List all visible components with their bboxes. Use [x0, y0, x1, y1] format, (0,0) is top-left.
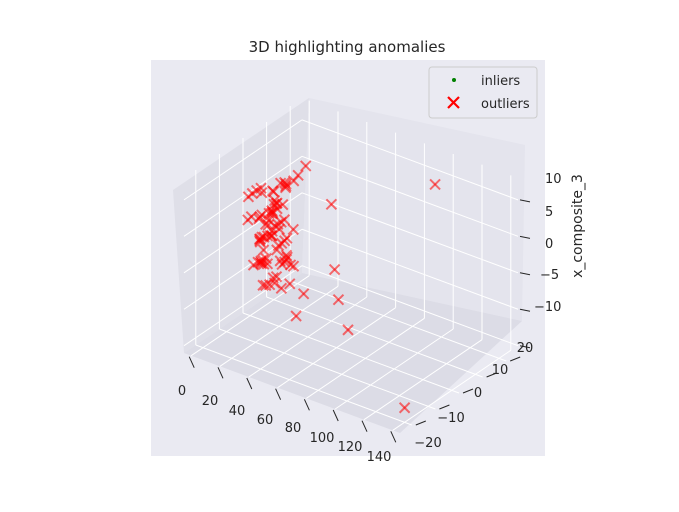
y-tick-label: 20 [517, 341, 534, 356]
x-tick-mark [332, 409, 339, 422]
legend-marker-inliers [452, 78, 456, 82]
x-tick-label: 100 [310, 431, 335, 446]
y-tick-labels: 20 10 0 −10 −20 [414, 341, 533, 451]
x-tick-mark [275, 388, 282, 400]
y-tick-label: −20 [414, 436, 441, 451]
x-tick-mark [217, 367, 224, 379]
outlier-point [287, 223, 299, 236]
pane-floor [184, 273, 522, 433]
y-gridline [266, 296, 483, 378]
outlier-point [398, 402, 411, 414]
z-tick-mark [519, 199, 531, 203]
y-tick-label: −10 [437, 411, 464, 426]
x-tick-mark [246, 377, 253, 390]
z-tick-mark [519, 345, 531, 349]
z-tick-label: 5 [545, 205, 553, 220]
chart-title: 3D highlighting anomalies [249, 38, 446, 56]
legend-marker-outliers [447, 96, 460, 109]
y-gridline [242, 312, 460, 394]
y-tick-mark [486, 372, 497, 378]
legend-label-outliers: outliers [481, 97, 530, 112]
x-tick-label: 140 [367, 450, 392, 465]
outlier-point [256, 209, 268, 221]
outlier-point [271, 244, 283, 256]
outlier-point [290, 310, 302, 322]
outlier-point [267, 208, 279, 220]
y-tick-mark [415, 420, 426, 426]
x-tick-mark [188, 356, 195, 368]
y-tick-mark [510, 356, 521, 362]
z-gridline [301, 265, 519, 347]
y-tick-label: 10 [492, 363, 509, 378]
x-tick-mark [390, 431, 397, 443]
z-gridline [301, 119, 519, 201]
outlier-point [284, 259, 297, 271]
outlier-point [260, 279, 272, 292]
z-axis-label: x_composite_3 [570, 174, 586, 278]
x-tick-label: 120 [338, 440, 363, 455]
z-gridline [183, 119, 303, 201]
z-tick-label: −10 [534, 300, 561, 315]
y-tick-mark [439, 404, 450, 410]
z-tick-mark [519, 235, 531, 239]
y-gridline [290, 280, 507, 362]
outlier-point [284, 278, 296, 290]
outlier-point [257, 279, 269, 291]
x-tick-labels: 0 20 40 60 80 100 120 140 [178, 384, 392, 465]
outlier-point [287, 260, 300, 272]
x-tick-label: 40 [229, 404, 246, 419]
z-gridline [183, 265, 303, 347]
outlier-point [265, 230, 278, 242]
y-gridline [219, 328, 436, 410]
outlier-point [342, 324, 354, 336]
z-gridline [183, 155, 303, 237]
gridlines [183, 100, 519, 431]
outlier-point [266, 206, 279, 218]
outlier-point [245, 210, 258, 223]
z-tick-mark [519, 308, 531, 312]
legend-label-inliers: inliers [481, 74, 520, 89]
outlier-point [332, 293, 345, 306]
z-gridline [301, 228, 519, 310]
pane-back [302, 98, 525, 321]
outlier-point [274, 255, 286, 267]
outlier-point [325, 198, 338, 211]
z-tick-labels: 10 5 0 −5 −10 [534, 172, 562, 315]
outlier-point [275, 282, 288, 294]
y-tick-label: 0 [474, 386, 482, 401]
x-tick-mark [303, 399, 310, 411]
legend: inliers outliers [428, 66, 538, 119]
z-tick-mark [519, 272, 531, 276]
y-gridline [195, 344, 412, 426]
outlier-point [257, 244, 270, 256]
outlier-point [255, 182, 267, 194]
outlier-point [429, 178, 441, 191]
z-gridline [301, 192, 519, 274]
x-tick-label: 60 [257, 413, 274, 428]
outlier-point [256, 231, 268, 243]
outlier-point [268, 194, 281, 207]
outlier-point [255, 255, 267, 267]
z-gridline [301, 155, 519, 237]
x-tick-label: 20 [202, 394, 219, 409]
scatter-points [242, 160, 441, 414]
z-tick-label: −5 [540, 268, 559, 283]
x-tick-mark [361, 420, 368, 432]
outlier-point [300, 160, 312, 172]
z-tick-label: 0 [545, 237, 553, 252]
outlier-point [270, 271, 283, 283]
z-tick-label: 10 [545, 172, 562, 187]
y-tick-mark [462, 388, 474, 394]
x-tick-label: 0 [178, 384, 186, 399]
x-tick-label: 80 [285, 421, 302, 436]
tick-marks [188, 199, 531, 443]
outlier-point [292, 169, 304, 182]
outlier-point [328, 263, 341, 276]
outlier-point [262, 219, 274, 231]
outlier-point [297, 288, 310, 300]
outlier-point [259, 218, 272, 230]
